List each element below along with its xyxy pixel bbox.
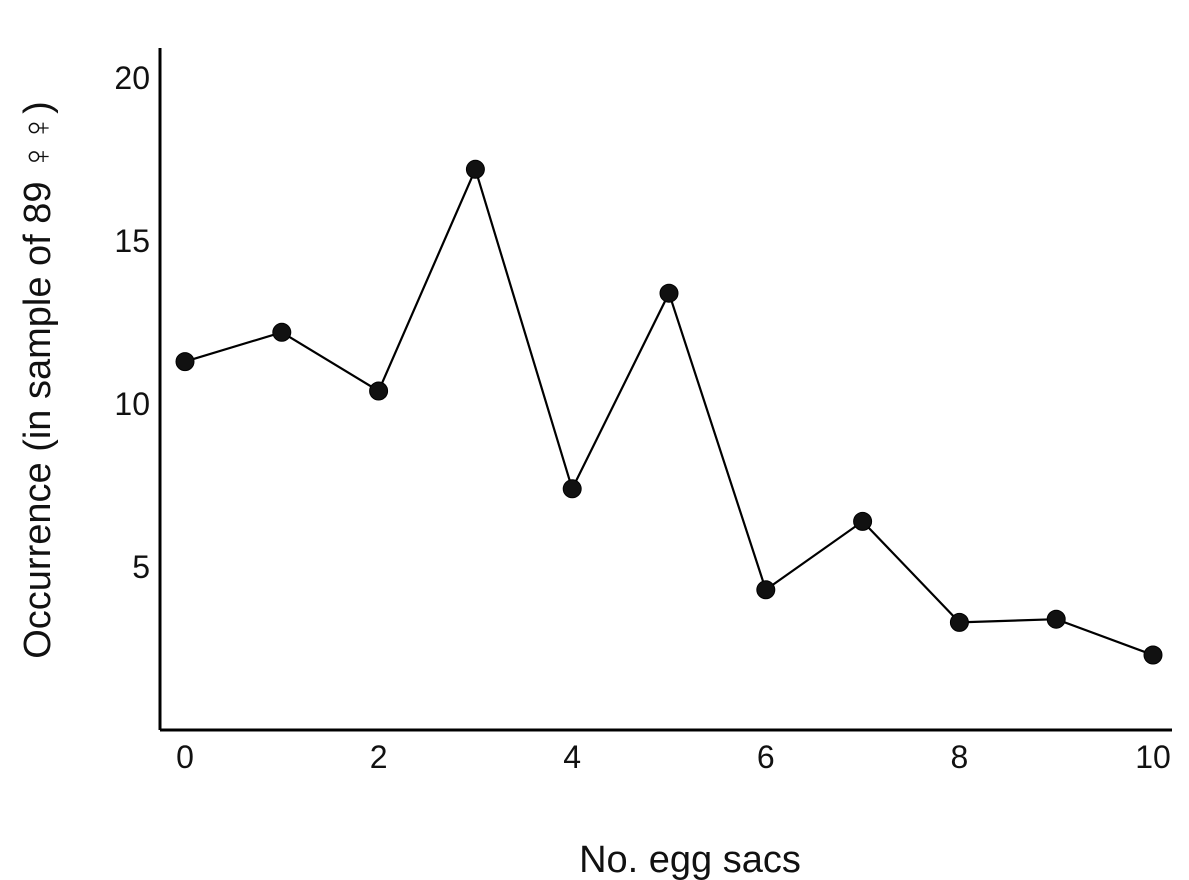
y-axis-label: Occurrence (in sample of 89 ♀♀) [17, 101, 59, 659]
y-tick-label: 15 [114, 223, 150, 259]
data-point [1046, 609, 1066, 629]
series-line [184, 166, 1154, 657]
data-point [853, 511, 873, 531]
data-point [562, 479, 582, 499]
data-point [272, 322, 292, 342]
x-axis-label: No. egg sacs [579, 839, 801, 880]
data-point [1143, 645, 1163, 665]
y-tick-labels: 5 10 15 20 [114, 60, 150, 585]
y-tick-label: 10 [114, 386, 150, 422]
y-tick-label: 5 [132, 549, 150, 585]
x-tick-label: 10 [1135, 739, 1171, 775]
x-tick-labels: 0 2 4 6 8 10 [176, 739, 1171, 775]
x-tick-label: 0 [176, 739, 194, 775]
data-point [465, 159, 485, 179]
data-point [659, 283, 679, 303]
y-tick-label: 20 [114, 60, 150, 96]
data-point [949, 612, 969, 632]
x-tick-label: 6 [757, 739, 775, 775]
x-tick-label: 2 [370, 739, 388, 775]
data-point [756, 580, 776, 600]
data-points [175, 159, 1163, 665]
x-tick-label: 8 [951, 739, 969, 775]
x-tick-label: 4 [563, 739, 581, 775]
axes [158, 48, 1172, 732]
data-point [369, 381, 389, 401]
data-point [175, 352, 195, 372]
